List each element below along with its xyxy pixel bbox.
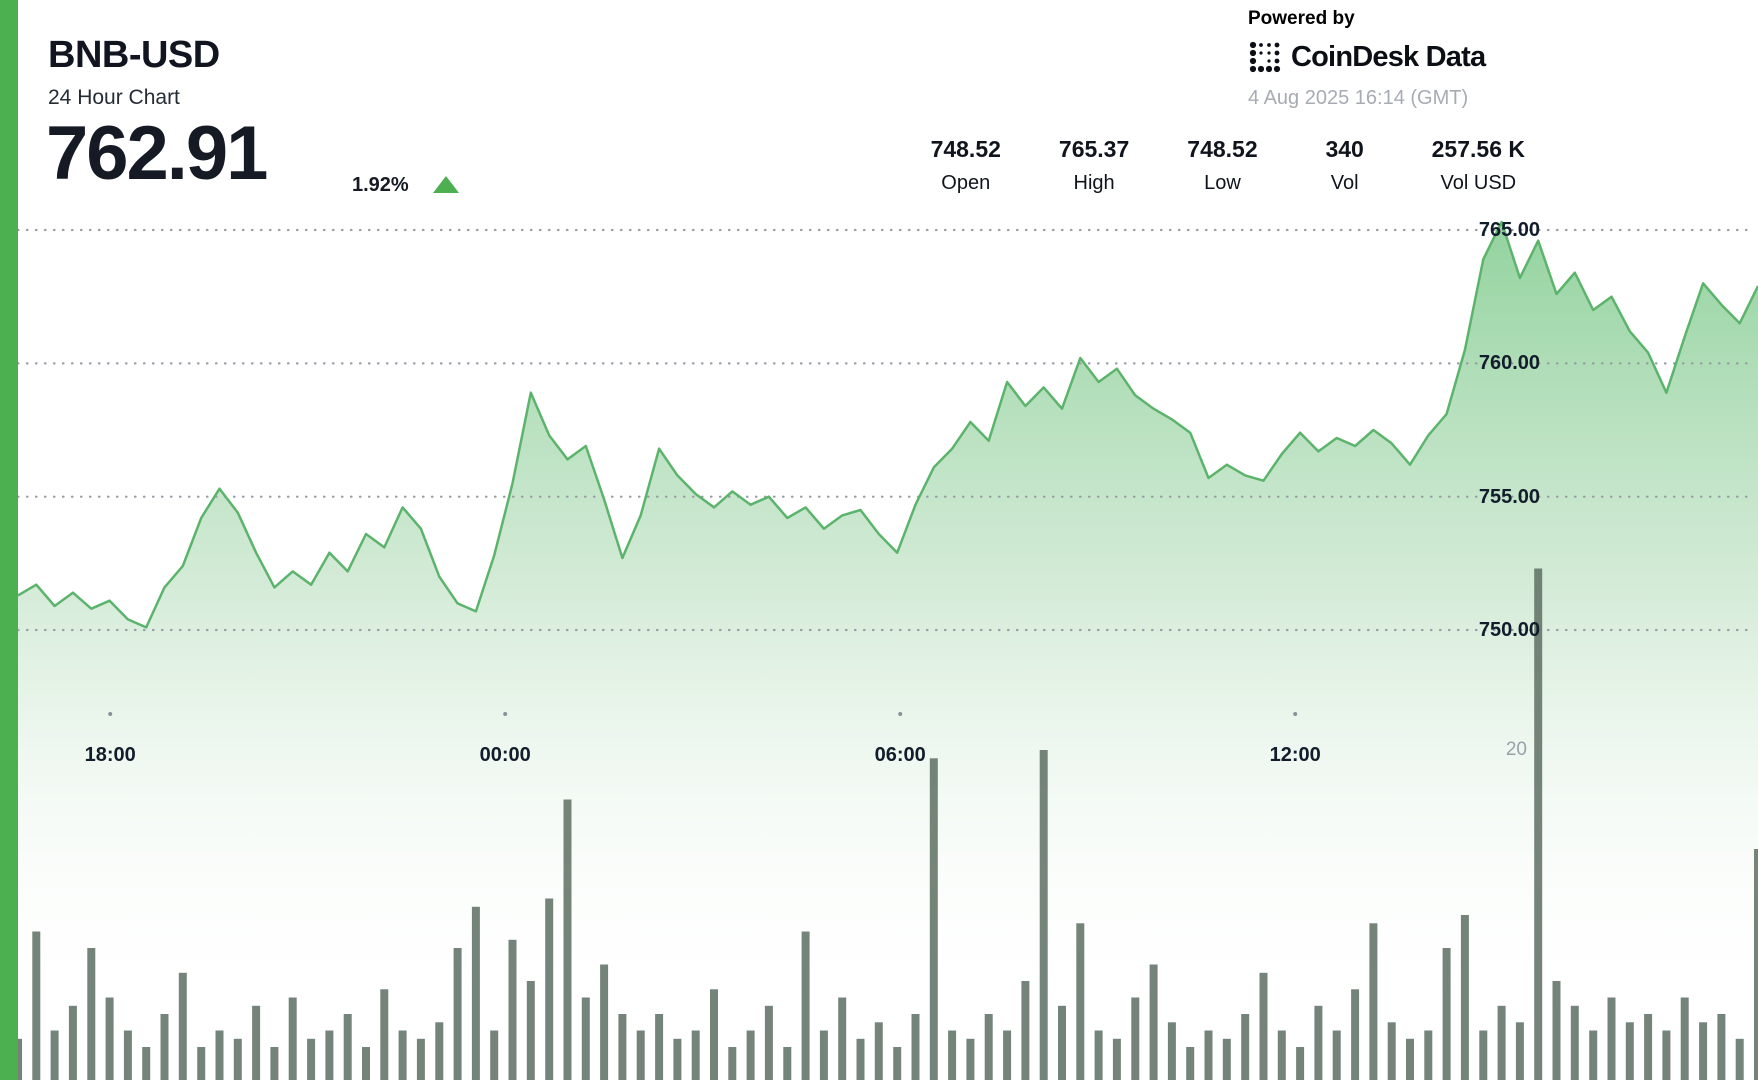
price-area <box>18 222 1758 1080</box>
volume-bars <box>14 568 1758 1080</box>
stat-vol-label: Vol <box>1330 172 1359 194</box>
up-arrow-icon <box>433 176 459 193</box>
x-axis-label-0600: 06:00 <box>874 744 926 766</box>
stat-vol-usd-value: 257.56 K <box>1431 136 1525 162</box>
x-axis-label-1800: 18:00 <box>84 744 136 766</box>
stat-high-value: 765.37 <box>1058 136 1130 162</box>
chart-subtitle: 24 Hour Chart <box>48 86 180 109</box>
current-price: 762.91 <box>46 111 268 196</box>
y-axis-label-755: 755.00 <box>1478 485 1540 508</box>
price-line <box>17 220 1758 629</box>
y-axis-label-765: 765.00 <box>1478 219 1540 241</box>
x-axis-label-0000: 00:00 <box>479 744 531 766</box>
change-percent: 1.92% <box>352 174 409 196</box>
coindesk-brand-text: CoinDesk Data <box>1291 40 1486 73</box>
stat-low-label: Low <box>1204 172 1241 194</box>
stat-vol-value: 340 <box>1325 136 1364 162</box>
coindesk-logo-icon <box>1249 41 1281 73</box>
coindesk-logo[interactable]: CoinDesk Data <box>1248 40 1528 74</box>
stat-open: 748.52 Open <box>931 136 1001 195</box>
stat-vol-usd-label: Vol USD <box>1440 172 1517 194</box>
stat-high: 765.37 High <box>1059 136 1129 195</box>
accent-stripe <box>0 0 18 1080</box>
x-axis-label-1200: 12:00 <box>1269 744 1321 766</box>
timestamp: 4 Aug 2025 16:14 (GMT) <box>1248 87 1469 109</box>
stat-low: 748.52 Low <box>1187 136 1257 195</box>
stat-open-value: 748.52 <box>930 136 1001 162</box>
y-axis-label-760: 760.00 <box>1478 352 1540 375</box>
stat-low-value: 748.52 <box>1187 136 1258 162</box>
volume-axis-label: 20 <box>1505 739 1527 760</box>
stat-open-label: Open <box>941 172 991 194</box>
axis-tick-dots <box>108 712 1298 716</box>
stat-vol: 340 Vol <box>1316 136 1374 195</box>
powered-by-label: Powered by <box>1248 8 1355 29</box>
gridlines <box>16 228 1752 632</box>
y-axis-label-750: 750.00 <box>1478 619 1540 642</box>
stats-row: 748.52 Open 765.37 High 748.52 Low 340 V… <box>931 136 1525 195</box>
page-title: BNB-USD <box>48 34 220 76</box>
stat-vol-usd: 257.56 K Vol USD <box>1432 136 1525 195</box>
stat-high-label: High <box>1073 172 1115 194</box>
powered-by-block: Powered by CoinDesk Data 4 Aug 2025 16:1… <box>1248 8 1528 110</box>
